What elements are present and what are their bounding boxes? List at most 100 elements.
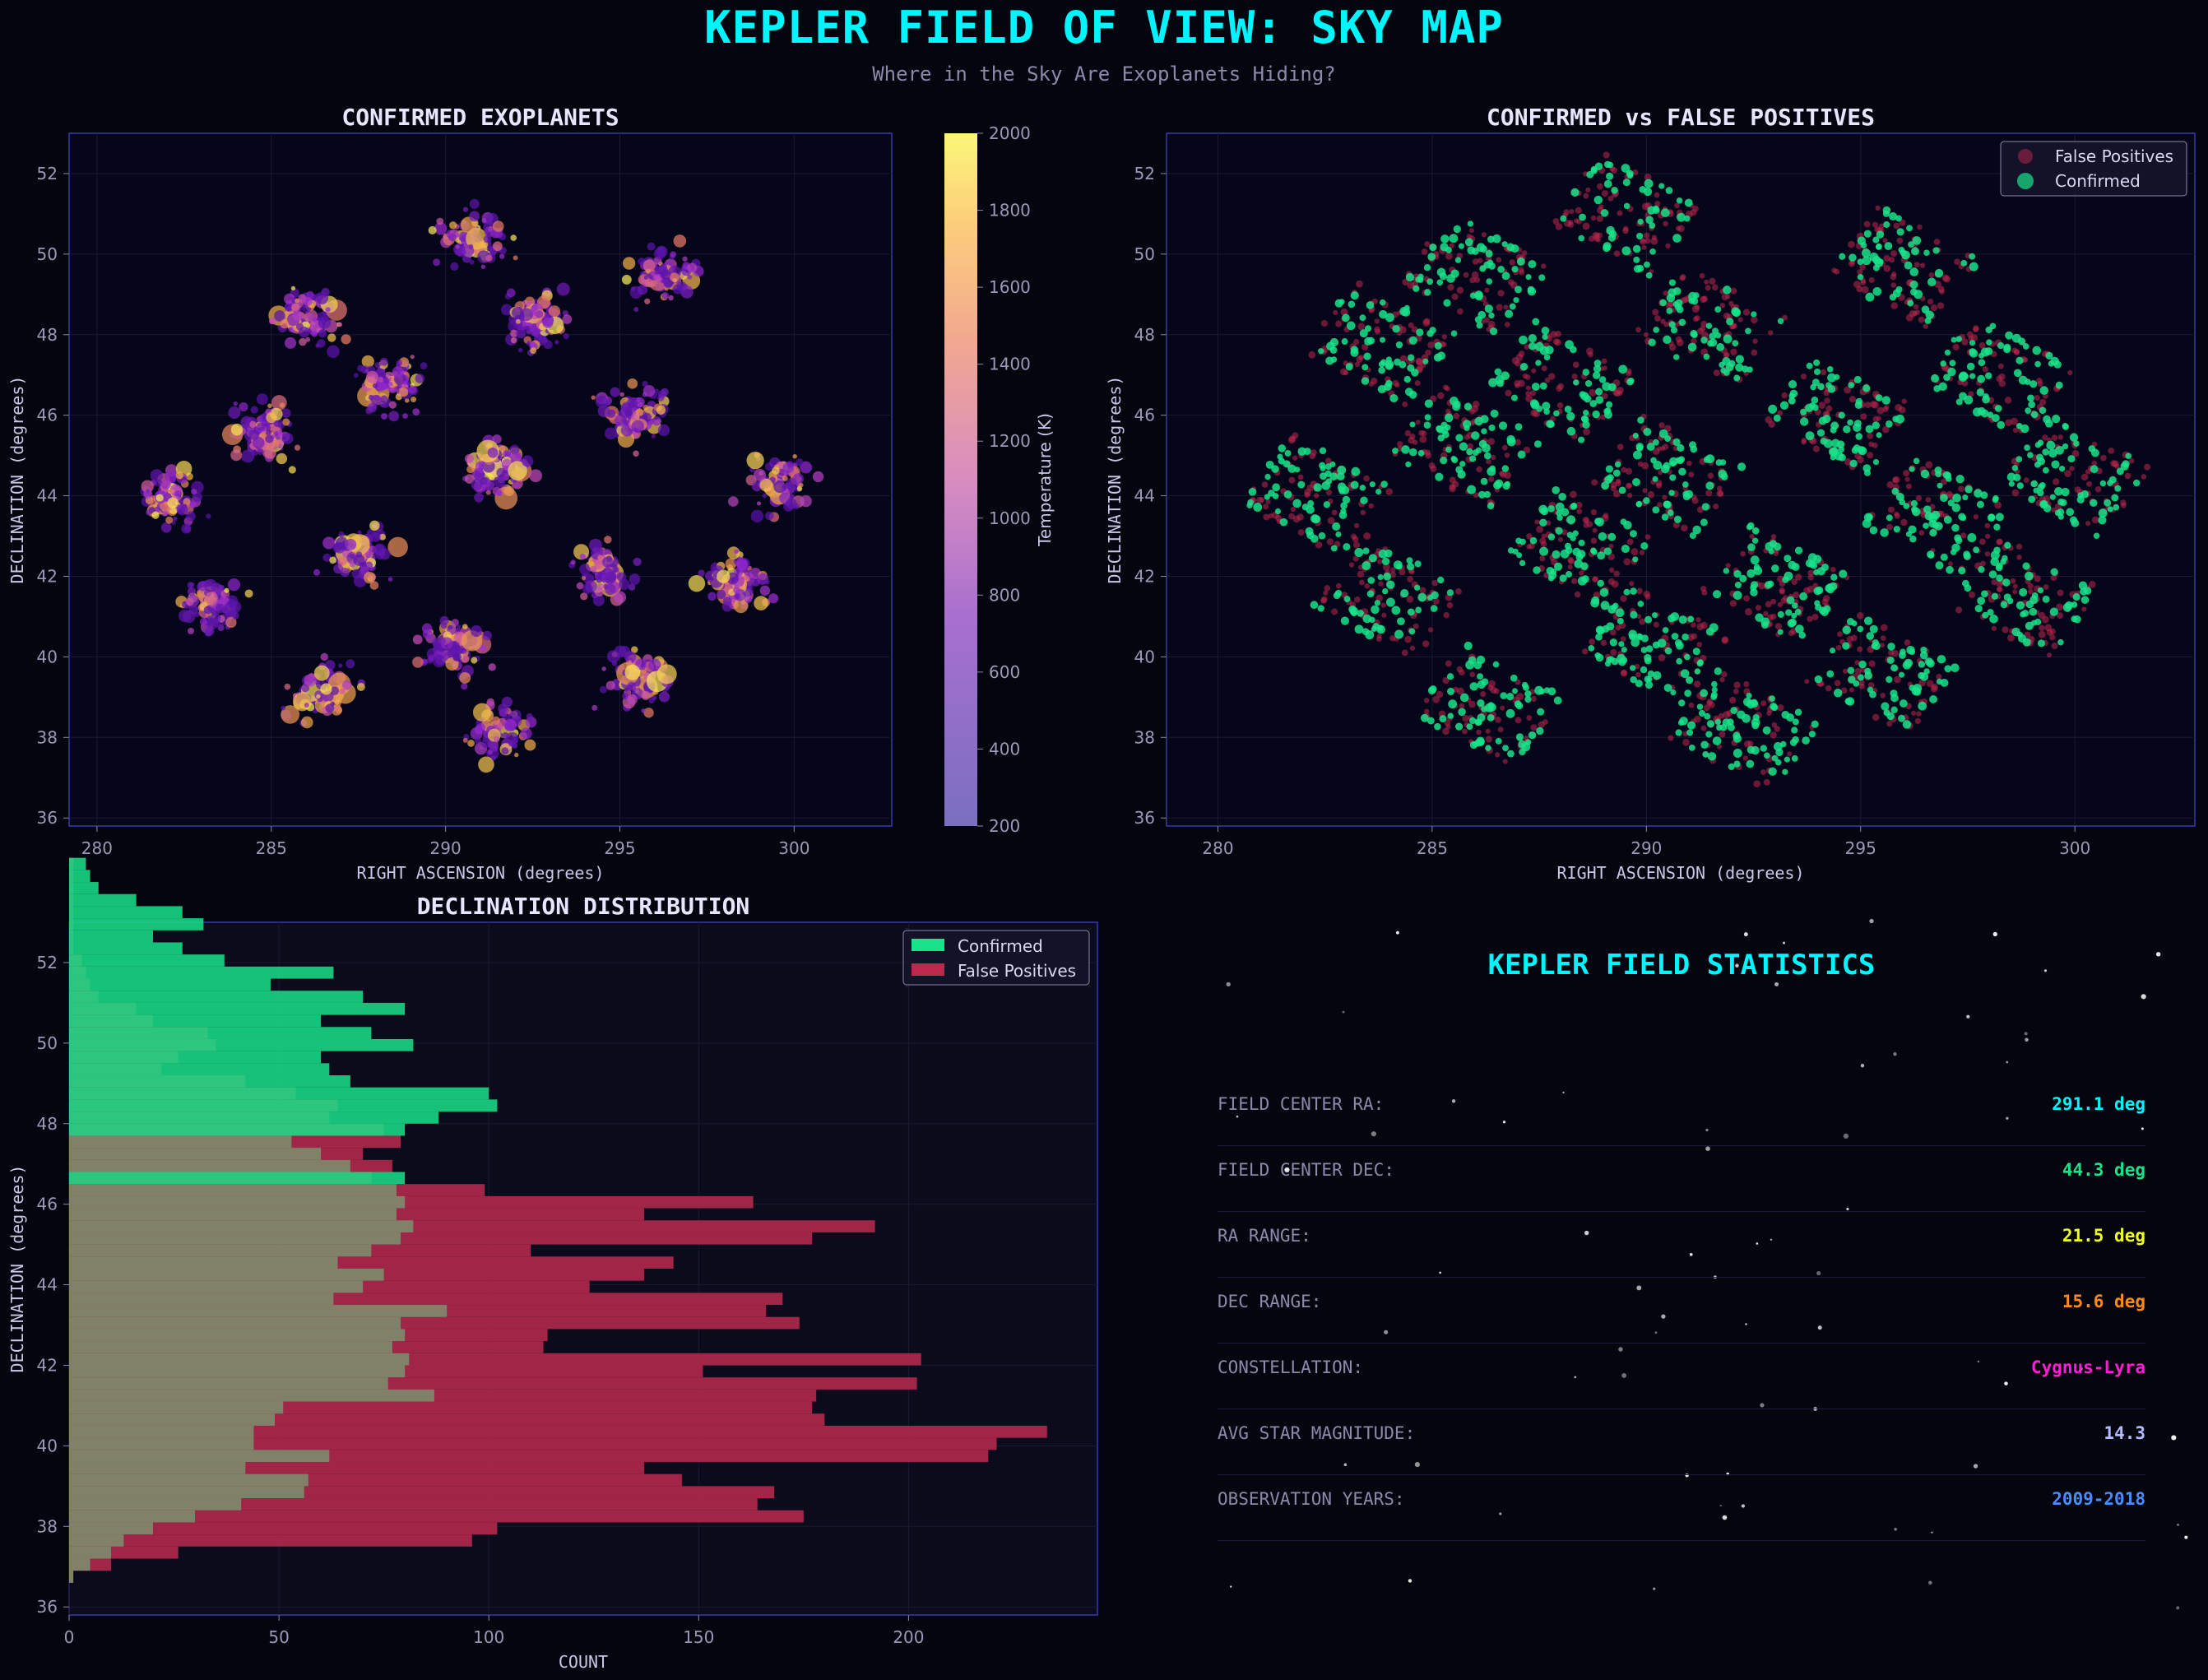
false-positive-point <box>1419 435 1427 443</box>
y-tick-label: 48 <box>37 1114 58 1134</box>
confirmed-point <box>1343 543 1351 551</box>
confirmed-point <box>1686 729 1694 736</box>
confirmed-point <box>1857 236 1866 245</box>
confirmed-point <box>1866 513 1873 521</box>
confirmed-point <box>1847 666 1855 675</box>
confirmed-point <box>1822 415 1831 424</box>
star <box>2141 1127 2144 1130</box>
confirmed-point <box>1274 508 1282 515</box>
false-positive-point <box>2089 581 2096 588</box>
false-positive-point <box>2037 380 2043 388</box>
planet-point <box>217 624 225 632</box>
false-positive-point <box>1788 629 1795 637</box>
false-positive-point <box>2007 634 2015 642</box>
star <box>1722 1515 1728 1520</box>
false-positive-point <box>2100 454 2107 462</box>
confirmed-point <box>1329 337 1339 347</box>
planet-point <box>485 254 493 262</box>
confirmed-point <box>1830 573 1838 581</box>
confirmed-point <box>1997 420 2006 429</box>
false-positive-point <box>2044 624 2053 632</box>
false-positive-point <box>1958 485 1964 493</box>
confirmed-point <box>1539 382 1547 390</box>
false-positive-point <box>1392 379 1399 387</box>
false-positive-point <box>1497 290 1505 297</box>
confirmed-point <box>1354 548 1364 557</box>
planet-point <box>579 553 587 560</box>
planet-point <box>179 499 184 504</box>
confirmed-point <box>1407 354 1415 361</box>
confirmed-point <box>1477 673 1484 680</box>
false-positive-point <box>1315 541 1323 549</box>
planet-point <box>228 406 241 420</box>
false-positive-point <box>2091 460 2098 466</box>
confirmed-point <box>1578 436 1585 443</box>
y-tick-label: 38 <box>37 1516 58 1536</box>
confirmed-point <box>1408 628 1416 635</box>
confirmed-point <box>1581 415 1589 424</box>
false-positive-point <box>1997 363 2004 369</box>
confirmed-point <box>1392 324 1400 333</box>
confirmed-point <box>1400 589 1409 598</box>
bar-confirmed <box>69 1292 334 1306</box>
star <box>1770 1238 1772 1241</box>
false-positive-point <box>1961 338 1969 346</box>
bar-confirmed <box>69 1038 414 1051</box>
false-positive-point <box>1259 497 1265 503</box>
false-positive-point <box>1324 457 1332 464</box>
planet-point <box>320 683 332 695</box>
planet-point <box>241 449 255 463</box>
confirmed-point <box>1910 499 1918 507</box>
confirmed-point <box>1830 426 1837 434</box>
confirmed-point <box>1467 485 1477 494</box>
false-positive-point <box>1679 275 1686 281</box>
star <box>1992 931 1997 937</box>
planet-point <box>281 705 300 724</box>
confirmed-point <box>1447 687 1455 695</box>
confirmed-point <box>1908 241 1914 248</box>
false-positive-point <box>2051 434 2058 441</box>
star <box>1343 1463 1348 1467</box>
false-positive-point <box>1691 337 1697 345</box>
confirmed-point <box>2022 343 2029 350</box>
false-positive-point <box>1705 490 1713 497</box>
planet-point <box>672 284 683 295</box>
false-positive-point <box>1801 438 1807 443</box>
confirmed-point <box>2025 621 2034 630</box>
confirmed-point <box>1853 375 1862 383</box>
confirmed-point <box>1574 559 1584 569</box>
confirmed-point <box>2046 440 2056 450</box>
false-positive-point <box>2049 633 2056 641</box>
false-positive-point <box>1672 522 1680 529</box>
planet-point <box>461 683 468 690</box>
false-positive-point <box>1469 671 1476 678</box>
false-positive-point <box>1868 276 1875 284</box>
false-positive-point <box>1371 378 1378 385</box>
false-positive-point <box>1854 660 1860 666</box>
star <box>1973 1464 1978 1469</box>
confirmed-point <box>1794 708 1802 717</box>
confirmed-point <box>2049 607 2058 616</box>
confirmed-point <box>2039 499 2048 509</box>
false-positive-point <box>1704 279 1709 285</box>
planet-point <box>479 644 487 652</box>
colorbar-tick-label: 400 <box>989 739 1020 759</box>
confirmed-point <box>1935 561 1944 570</box>
confirmed-point <box>1923 522 1929 529</box>
planet-point <box>370 394 382 406</box>
planet-point <box>756 501 762 506</box>
false-positive-point <box>1524 735 1529 741</box>
planet-point <box>511 743 517 749</box>
false-positive-point <box>1502 759 1508 764</box>
confirmed-point <box>1545 346 1554 355</box>
confirmed-point <box>1672 438 1681 447</box>
confirmed-point <box>2071 615 2078 623</box>
false-positive-point <box>1717 485 1723 491</box>
bar-confirmed <box>69 1425 254 1438</box>
planet-point <box>501 747 509 755</box>
confirmed-point <box>2066 508 2075 517</box>
confirmed-point <box>1751 699 1759 708</box>
false-positive-point <box>1526 544 1532 550</box>
confirmed-point <box>2020 424 2029 434</box>
confirmed-point <box>1906 225 1913 232</box>
